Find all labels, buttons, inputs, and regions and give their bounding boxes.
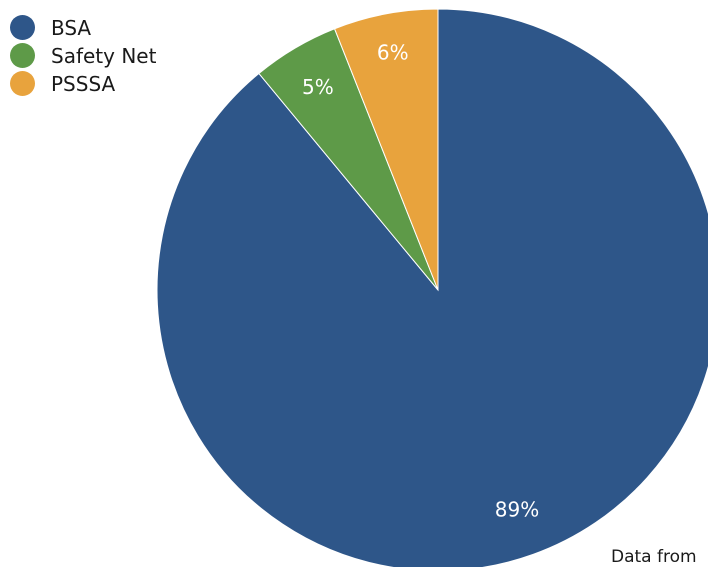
legend-item-psssa: PSSSA	[10, 70, 156, 97]
source-note: Data from	[611, 547, 697, 567]
pie-slices	[156, 8, 708, 567]
pie-data-labels: 89% 5% 6%	[302, 41, 539, 522]
legend-label-psssa: PSSSA	[51, 71, 116, 96]
legend-swatch-psssa	[10, 71, 35, 96]
legend-item-bsa: BSA	[10, 14, 156, 41]
pie-slice-psssa	[333, 8, 439, 291]
legend-swatch-bsa	[10, 15, 35, 40]
legend-label-bsa: BSA	[51, 15, 92, 40]
data-label-psssa: 6%	[377, 41, 409, 65]
legend-label-safety-net: Safety Net	[51, 43, 157, 68]
legend-swatch-safety-net	[10, 43, 35, 68]
data-label-safety-net: 5%	[302, 75, 334, 99]
data-label-bsa: 89%	[495, 497, 539, 521]
chart-legend: BSA Safety Net PSSSA	[10, 14, 156, 98]
pie-slice-bsa	[156, 8, 708, 567]
legend-item-safety-net: Safety Net	[10, 42, 156, 69]
